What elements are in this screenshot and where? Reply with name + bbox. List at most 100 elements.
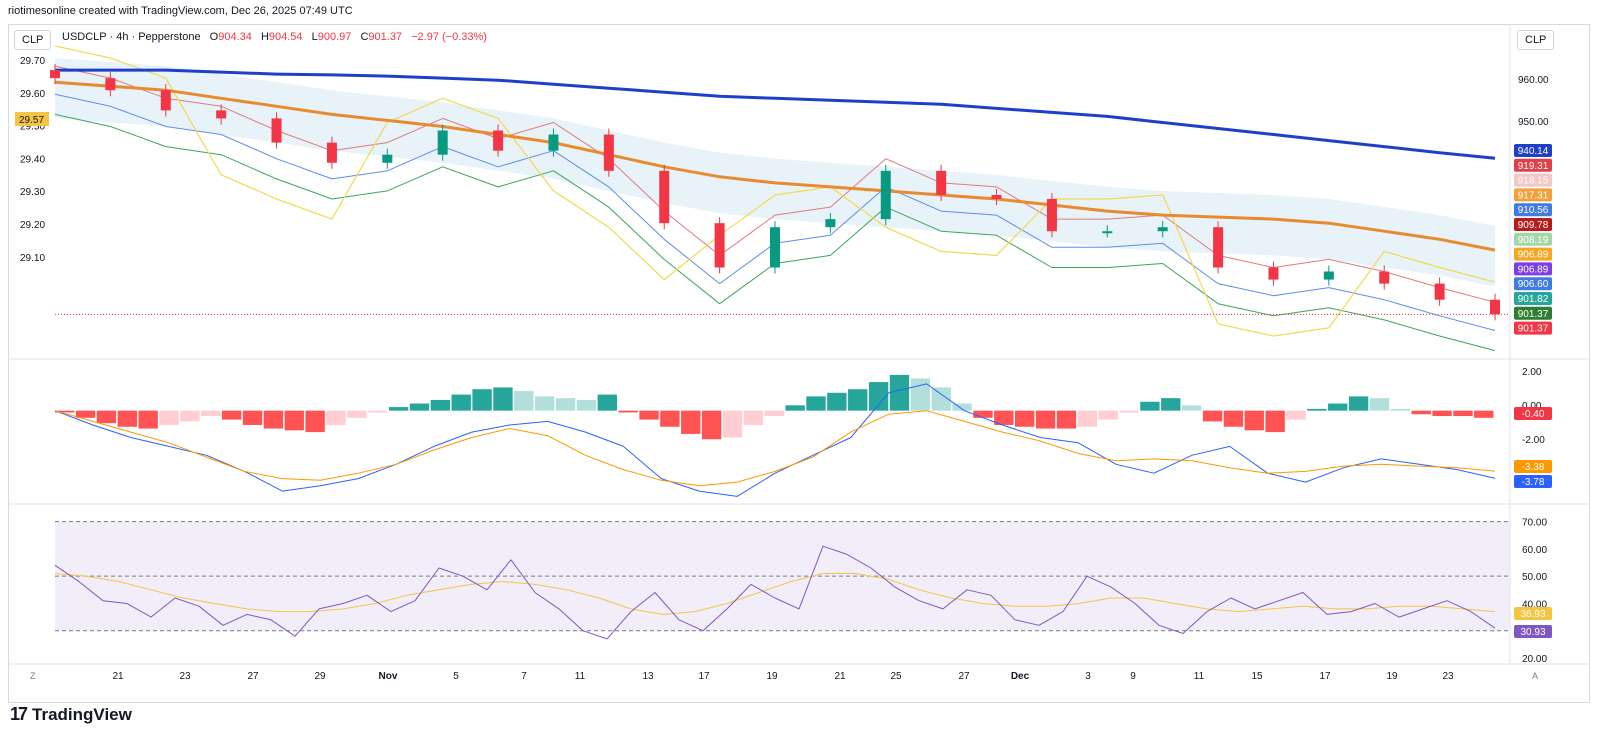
currency-button-right[interactable]: CLP [1517, 30, 1555, 50]
macd-histogram-bar [827, 392, 847, 411]
candle-body [1157, 227, 1168, 232]
x-axis-tick: 19 [766, 671, 778, 682]
macd-histogram-bar [973, 410, 993, 418]
rsi-axis-tick: 40.00 [1522, 599, 1547, 610]
tradingview-logo-icon: 17 [10, 704, 28, 724]
brand-name: TradingView [32, 704, 132, 724]
macd-histogram-bar [1140, 401, 1160, 411]
right-axis-tick: 950.00 [1518, 117, 1549, 128]
x-axis-tick: 23 [1442, 671, 1454, 682]
x-axis-tick: 5 [453, 671, 459, 682]
left-axis-tick: 29.10 [20, 253, 45, 264]
x-axis-tick: 9 [1130, 671, 1136, 682]
macd-histogram-bar [221, 410, 242, 420]
high-value: 904.54 [268, 31, 303, 43]
macd-histogram-bar [1432, 410, 1452, 417]
candle-body [105, 78, 116, 91]
macd-histogram-bar [347, 410, 367, 418]
price-tag-bg [1514, 232, 1552, 246]
chart-frame [8, 24, 1590, 703]
candle-body [1213, 227, 1224, 268]
left-price-badge-bg [15, 112, 49, 126]
price-tag-bg [1514, 188, 1552, 202]
macd-axis-tick: 2.00 [1522, 367, 1542, 378]
macd-histogram-bar [284, 410, 304, 431]
macd-histogram-bar [388, 407, 409, 411]
x-axis-tick: 11 [1194, 671, 1205, 682]
rsi-axis-tick: 60.00 [1522, 545, 1547, 556]
macd-histogram-bar [618, 410, 638, 413]
price-tag-bg [1514, 306, 1552, 320]
price-tag-bg [1514, 292, 1552, 305]
timezone-corner-button[interactable]: Z [30, 671, 36, 681]
macd-histogram-bar [1390, 408, 1411, 411]
x-axis-tick: 21 [112, 671, 124, 682]
price-tag: 901.82 [1518, 294, 1549, 305]
price-tag-bg [1514, 262, 1552, 276]
macd-histogram-bar [743, 410, 764, 425]
price-tag-bg [1514, 158, 1552, 172]
ma200-line [55, 68, 1496, 160]
rsi-value-tag-bg [1514, 625, 1552, 638]
macd-value-tag-bg [1514, 460, 1552, 473]
macd-histogram-bar [1056, 410, 1077, 429]
symbol-label[interactable]: USDCLP · 4h · Pepperstone [62, 31, 201, 43]
price-tag: 906.89 [1518, 264, 1549, 275]
candle-body [825, 219, 836, 228]
macd-histogram-bar [1098, 410, 1118, 420]
price-tag-bg [1514, 277, 1552, 291]
high-label: H [260, 31, 269, 43]
x-axis-tick: 29 [314, 671, 326, 682]
x-axis-tick: 21 [834, 671, 846, 682]
macd-axis-tick: -2.00 [1522, 435, 1545, 446]
candle-body [770, 227, 780, 268]
currency-button-left[interactable]: CLP [14, 30, 52, 50]
macd-histogram-bar [764, 410, 784, 417]
macd-axis-tick: 0.00 [1522, 401, 1542, 412]
left-axis-tick: 29.40 [20, 154, 45, 165]
macd-histogram-bar [555, 398, 576, 411]
macd-value-tag: -3.78 [1522, 477, 1545, 488]
x-axis-tick: 23 [179, 671, 191, 682]
candle-body [1102, 231, 1113, 234]
macd-histogram-bar [701, 410, 722, 440]
macd-histogram-bar [1411, 410, 1431, 415]
macd-histogram-bar [1265, 410, 1285, 433]
macd-histogram-bar [201, 410, 221, 417]
candle-body [548, 134, 559, 151]
ichimoku-cloud [55, 58, 1495, 287]
candle-body [437, 130, 448, 155]
macd-histogram-bar [994, 410, 1014, 425]
macd-signal-line [54, 410, 1496, 487]
macd-histogram-bar [681, 410, 701, 434]
macd-histogram-bar [138, 410, 158, 429]
x-axis-tick: 17 [698, 671, 710, 682]
right-axis-tick: 960.00 [1518, 75, 1549, 86]
macd-histogram-bar [180, 410, 200, 422]
macd-histogram-bar [409, 403, 430, 411]
macd-histogram-bar [451, 394, 471, 411]
left-axis-tick: 29.60 [20, 89, 45, 100]
rsi-value-tag: 30.93 [1520, 627, 1545, 638]
tradingview-brand: 17 TradingView [10, 704, 132, 725]
close-value: 901.37 [368, 31, 403, 43]
chart-caption: riotimesonline created with TradingView.… [8, 5, 353, 17]
macd-histogram-bar [159, 410, 179, 425]
macd-histogram-bar [868, 382, 889, 411]
macd-histogram-bar [1369, 398, 1390, 411]
left-axis-tick: 29.70 [20, 56, 45, 67]
auto-scale-button[interactable]: A [1532, 671, 1539, 681]
macd-histogram-bar [493, 387, 513, 411]
price-tag-bg [1514, 203, 1552, 217]
price-tag-bg [1514, 247, 1552, 261]
x-axis-tick: 27 [958, 671, 970, 682]
candle-body [493, 130, 504, 151]
price-tag-bg [1514, 321, 1552, 335]
x-axis-tick: 27 [247, 671, 259, 682]
low-label: L [311, 31, 318, 43]
price-tag: 906.60 [1518, 279, 1549, 290]
candle-body [1323, 271, 1334, 280]
x-axis-tick: 13 [642, 671, 654, 682]
rsi-axis-tick: 20.00 [1522, 654, 1547, 665]
